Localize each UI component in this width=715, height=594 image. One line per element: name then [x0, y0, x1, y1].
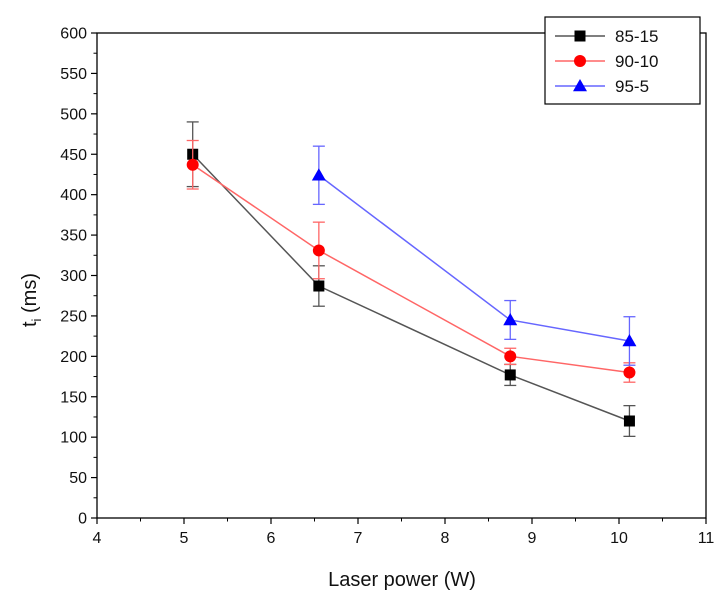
data-point — [504, 369, 516, 381]
x-tick-label: 9 — [528, 530, 537, 547]
data-point — [623, 415, 635, 427]
y-tick-label: 500 — [60, 106, 87, 123]
y-tick-label: 50 — [69, 470, 87, 487]
plot-frame — [96, 32, 707, 519]
data-point — [623, 366, 636, 379]
y-tick-label: 250 — [60, 308, 87, 325]
legend-marker — [573, 79, 587, 92]
x-tick-label: 8 — [441, 530, 450, 547]
legend-item: 85-15 — [555, 27, 658, 46]
y-tick-label: 600 — [60, 26, 87, 43]
x-tick-label: 7 — [354, 530, 363, 547]
x-tick-label: 5 — [180, 530, 189, 547]
legend-label: 85-15 — [615, 27, 658, 46]
svg-text:ti (ms): ti (ms) — [19, 273, 44, 327]
y-tick-label: 0 — [78, 511, 87, 528]
y-tick-label: 100 — [60, 430, 87, 447]
series-85-15 — [186, 121, 636, 438]
x-tick-label: 6 — [267, 530, 276, 547]
legend-label: 90-10 — [615, 52, 658, 71]
legend-item: 90-10 — [555, 52, 658, 71]
series-line — [192, 164, 630, 374]
data-point — [312, 244, 325, 257]
y-tick-label: 200 — [60, 349, 87, 366]
y-axis-title: ti (ms) — [19, 273, 44, 327]
y-tick-label: 400 — [60, 187, 87, 204]
legend-marker — [574, 30, 586, 42]
series-line — [318, 174, 630, 342]
x-tick-label: 10 — [610, 530, 628, 547]
y-axis-title-main: t — [19, 321, 41, 327]
y-axis-title-subscript: i — [29, 318, 44, 321]
data-point — [186, 158, 199, 171]
legend: 85-15 90-10 95-5 — [544, 16, 701, 105]
data-point — [622, 333, 637, 347]
y-tick-label: 450 — [60, 147, 87, 164]
x-tick-label: 4 — [93, 530, 102, 547]
y-tick-label: 300 — [60, 268, 87, 285]
data-point — [503, 312, 518, 326]
y-axis: 0 50 100 150 200 250 300 350 400 450 500 550 600 — [60, 26, 97, 528]
legend-item: 95-5 — [555, 77, 649, 96]
data-point — [504, 350, 517, 363]
plot-area-border — [96, 32, 707, 519]
x-tick-label: 11 — [698, 530, 715, 547]
y-tick-label: 350 — [60, 228, 87, 245]
x-axis: 4 5 6 7 8 9 10 11 — [93, 518, 715, 547]
data-point — [313, 280, 325, 292]
series-line — [192, 153, 630, 422]
y-tick-label: 150 — [60, 389, 87, 406]
legend-label: 95-5 — [615, 77, 649, 96]
x-axis-title: Laser power (W) — [328, 569, 476, 591]
data-point — [311, 168, 326, 181]
series-layer — [186, 121, 637, 438]
y-tick-label: 550 — [60, 66, 87, 83]
legend-marker — [574, 55, 586, 67]
series-95-5 — [311, 145, 637, 366]
y-axis-title-unit: (ms) — [19, 273, 41, 319]
series-90-10 — [186, 139, 636, 383]
